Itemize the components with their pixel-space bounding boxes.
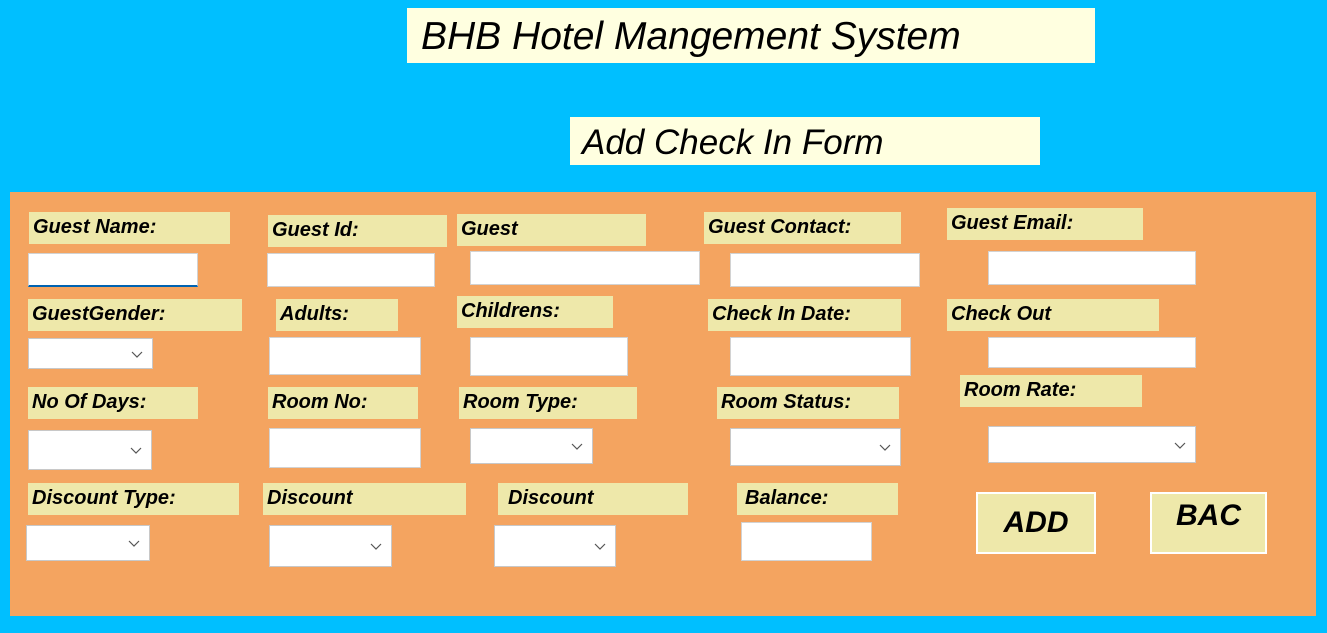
- guest-email-input[interactable]: [988, 251, 1196, 285]
- guest-email-label: Guest Email:: [947, 208, 1143, 240]
- chevron-down-icon: [130, 447, 142, 454]
- guest-name-label: Guest Name:: [29, 212, 230, 244]
- childrens-label: Childrens:: [457, 296, 613, 328]
- form-title: Add Check In Form: [570, 117, 1040, 165]
- adults-label: Adults:: [276, 299, 398, 331]
- check-out-input[interactable]: [988, 337, 1196, 368]
- discount-amount-label: Discount: [498, 483, 688, 515]
- guest-contact-input[interactable]: [730, 253, 920, 287]
- chevron-down-icon: [594, 543, 606, 550]
- chevron-down-icon: [131, 351, 143, 358]
- room-type-select[interactable]: [470, 428, 593, 464]
- chevron-down-icon: [571, 443, 583, 450]
- back-button[interactable]: BAC: [1150, 492, 1267, 554]
- room-no-input[interactable]: [269, 428, 421, 468]
- guest-gender-select[interactable]: [28, 338, 153, 369]
- childrens-input[interactable]: [470, 337, 628, 376]
- check-out-label: Check Out: [947, 299, 1159, 331]
- app-title: BHB Hotel Mangement System: [407, 8, 1095, 63]
- room-rate-label: Room Rate:: [960, 375, 1142, 407]
- room-status-select[interactable]: [730, 428, 901, 466]
- discount-type-select[interactable]: [26, 525, 150, 561]
- discount-label: Discount: [263, 483, 466, 515]
- balance-label: Balance:: [737, 483, 898, 515]
- discount-amount-select[interactable]: [494, 525, 616, 567]
- room-type-label: Room Type:: [459, 387, 637, 419]
- guest-label: Guest: [457, 214, 646, 246]
- guest-input[interactable]: [470, 251, 700, 285]
- guest-name-input[interactable]: [28, 253, 198, 287]
- chevron-down-icon: [370, 543, 382, 550]
- discount-type-label: Discount Type:: [28, 483, 239, 515]
- add-button[interactable]: ADD: [976, 492, 1096, 554]
- guest-gender-label: GuestGender:: [28, 299, 242, 331]
- room-rate-select[interactable]: [988, 426, 1196, 463]
- room-no-label: Room No:: [268, 387, 418, 419]
- no-of-days-select[interactable]: [28, 430, 152, 470]
- chevron-down-icon: [128, 540, 140, 547]
- guest-id-label: Guest Id:: [268, 215, 447, 247]
- discount-select[interactable]: [269, 525, 392, 567]
- balance-input[interactable]: [741, 522, 872, 561]
- chevron-down-icon: [1174, 442, 1186, 449]
- check-in-date-input[interactable]: [730, 337, 911, 376]
- adults-input[interactable]: [269, 337, 421, 375]
- checkin-form-panel: Guest Name: Guest Id: Guest Guest Contac…: [10, 192, 1316, 616]
- no-of-days-label: No Of Days:: [28, 387, 198, 419]
- room-status-label: Room Status:: [717, 387, 899, 419]
- guest-contact-label: Guest Contact:: [704, 212, 901, 244]
- guest-id-input[interactable]: [267, 253, 435, 287]
- chevron-down-icon: [879, 444, 891, 451]
- check-in-date-label: Check In Date:: [708, 299, 901, 331]
